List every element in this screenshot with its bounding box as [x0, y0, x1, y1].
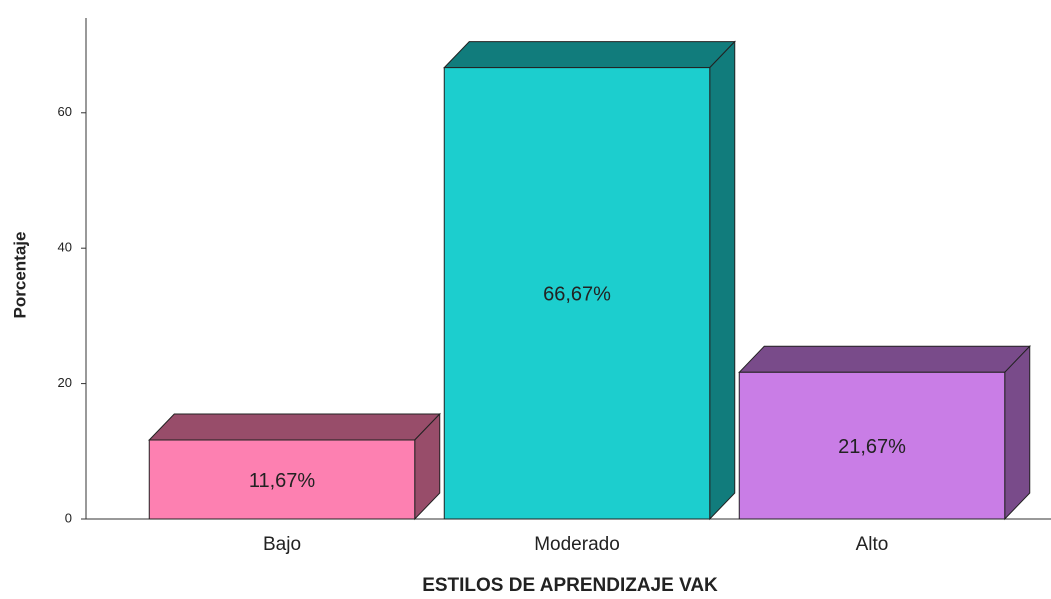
bar-top: [148, 413, 441, 441]
data-label: 11,67%: [249, 470, 316, 492]
bar-top: [738, 345, 1031, 373]
x-tick-label: Bajo: [263, 534, 301, 555]
data-label: 21,67%: [838, 436, 906, 458]
y-tick-label: 0: [65, 510, 72, 525]
bar-top: [443, 41, 736, 69]
bar: [148, 439, 416, 520]
y-axis-title: Porcentaje: [10, 232, 29, 319]
x-axis-title: ESTILOS DE APRENDIZAJE VAK: [422, 575, 718, 596]
bar: [443, 67, 711, 520]
bar-side: [709, 40, 736, 521]
y-tick-label: 20: [58, 375, 72, 390]
x-tick-label: Moderado: [534, 534, 620, 555]
y-tick-label: 60: [58, 104, 72, 119]
y-tick-label: 40: [58, 240, 72, 255]
x-tick-label: Alto: [856, 534, 889, 555]
bar-side: [1004, 345, 1031, 521]
bar: [738, 371, 1006, 520]
data-label: 66,67%: [543, 284, 611, 306]
